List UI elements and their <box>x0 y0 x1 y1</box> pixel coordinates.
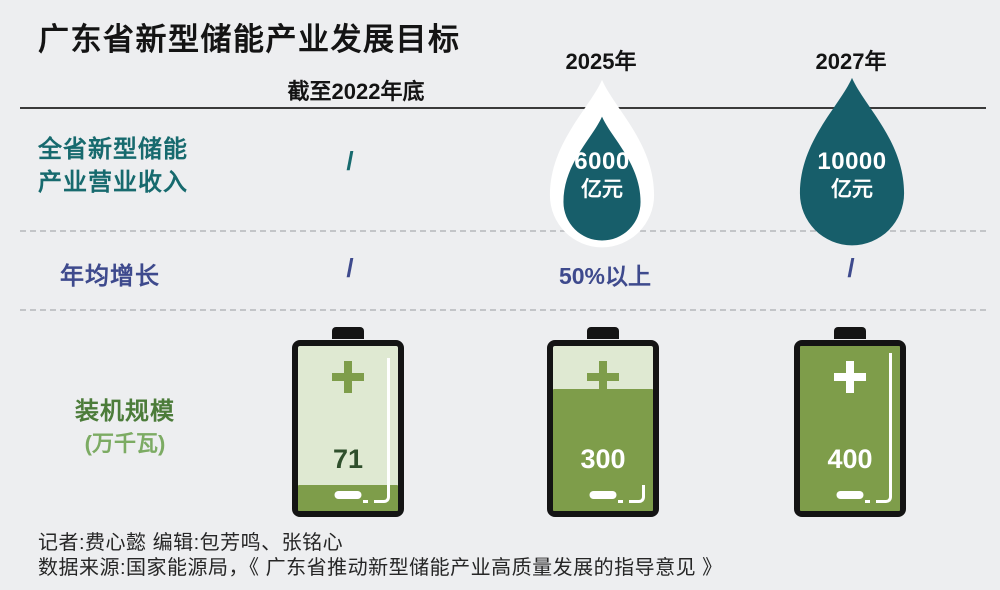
revenue-2025-unit: 亿元 <box>581 177 623 201</box>
plus-icon <box>332 361 364 393</box>
page-title: 广东省新型储能产业发展目标 <box>38 22 461 57</box>
revenue-label-line2: 产业营业收入 <box>38 169 188 196</box>
minus-icon <box>836 491 864 499</box>
water-drop-icon-2027 <box>799 77 905 246</box>
revenue-row-label: 全省新型储能 产业营业收入 <box>38 133 188 199</box>
battery-accent-line <box>865 353 892 503</box>
revenue-2027-number: 10000 <box>817 148 887 175</box>
growth-2025-value: 50%以上 <box>558 263 652 289</box>
battery-icon-2027: 400 <box>794 327 906 517</box>
plus-icon <box>587 361 619 393</box>
capacity-row-label: 装机规模 (万千瓦) <box>30 396 220 460</box>
battery-terminal <box>587 327 619 339</box>
header-divider-line <box>20 107 986 109</box>
battery-accent-line <box>618 485 645 503</box>
data-source-line: 数据来源:国家能源局，《 广东省推动新型储能产业高质量发展的指导意见 》 <box>38 557 723 579</box>
battery-terminal <box>834 327 866 339</box>
capacity-label: 装机规模 <box>75 398 175 425</box>
row-divider-dashed-1 <box>20 230 986 232</box>
credits-line: 记者:费心懿 编辑:包芳鸣、张铭心 <box>38 532 344 554</box>
column-header-2022: 截至2022年底 <box>287 79 425 104</box>
battery-icon-2025: 300 <box>547 327 659 517</box>
battery-fill-level <box>553 388 653 511</box>
column-header-2025: 2025年 <box>565 49 637 74</box>
capacity-unit: (万千瓦) <box>84 431 166 456</box>
battery-accent-line <box>363 358 390 503</box>
growth-2022-value: / <box>346 253 354 283</box>
column-header-2027: 2027年 <box>815 49 887 74</box>
capacity-2027-value: 400 <box>827 444 873 474</box>
revenue-2022-value: / <box>346 146 354 176</box>
revenue-2027-unit: 亿元 <box>831 177 873 201</box>
battery-terminal <box>332 327 364 339</box>
minus-icon <box>589 491 617 499</box>
capacity-2022-value: 71 <box>332 444 364 474</box>
battery-icon-2022: 71 <box>292 327 404 517</box>
revenue-2025-number: 6000 <box>574 148 630 175</box>
row-divider-dashed-2 <box>20 309 986 311</box>
growth-2027-value: / <box>847 253 855 283</box>
growth-row-label: 年均增长 <box>60 263 160 290</box>
water-drop-icon-2025 <box>549 79 655 248</box>
revenue-2025-value: 6000 亿元 <box>540 148 664 202</box>
revenue-label-line1: 全省新型储能 <box>38 136 188 163</box>
capacity-2025-value: 300 <box>580 444 626 474</box>
minus-icon <box>334 491 362 499</box>
revenue-2027-value: 10000 亿元 <box>790 148 914 202</box>
plus-icon <box>834 361 866 393</box>
